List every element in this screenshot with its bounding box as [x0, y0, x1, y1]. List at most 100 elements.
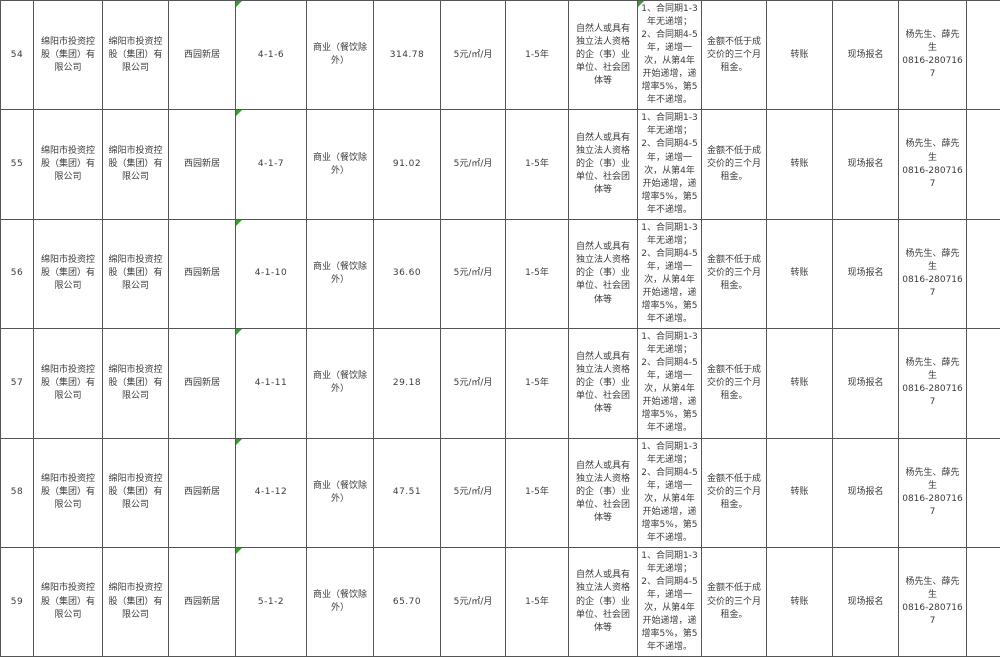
cell-rent-price[interactable]: 5元/㎡/月	[441, 329, 506, 438]
cell-operator-company[interactable]: 绵阳市投资控股（集团）有限公司	[103, 547, 169, 656]
cell-deposit[interactable]: 金额不低于成交价的三个月租金。	[702, 110, 767, 219]
cell-note[interactable]	[967, 1, 1000, 110]
cell-room-number[interactable]: 4-1-7	[236, 110, 307, 219]
cell-room-number[interactable]: 4-1-11	[236, 329, 307, 438]
cell-operator-company[interactable]: 绵阳市投资控股（集团）有限公司	[103, 110, 169, 219]
cell-signup-method[interactable]: 现场报名	[833, 438, 899, 547]
cell-area[interactable]: 47.51	[374, 438, 441, 547]
cell-usage[interactable]: 商业（餐饮除外）	[307, 219, 374, 328]
cell-lease-term[interactable]: 1-5年	[506, 1, 569, 110]
cell-owner-company[interactable]: 绵阳市投资控股（集团）有限公司	[34, 110, 103, 219]
cell-rent-price[interactable]: 5元/㎡/月	[441, 438, 506, 547]
cell-deposit[interactable]: 金额不低于成交价的三个月租金。	[702, 547, 767, 656]
cell-bidder-qualification[interactable]: 自然人或具有独立法人资格的企（事）业单位、社会团体等	[569, 1, 638, 110]
cell-rent-price[interactable]: 5元/㎡/月	[441, 547, 506, 656]
cell-area[interactable]: 29.18	[374, 329, 441, 438]
cell-community[interactable]: 西园新居	[169, 329, 236, 438]
cell-area[interactable]: 314.78	[374, 1, 441, 110]
cell-note[interactable]	[967, 438, 1000, 547]
cell-payment-method[interactable]: 转账	[767, 1, 833, 110]
cell-community[interactable]: 西园新居	[169, 1, 236, 110]
cell-owner-company[interactable]: 绵阳市投资控股（集团）有限公司	[34, 1, 103, 110]
cell-payment-method[interactable]: 转账	[767, 438, 833, 547]
cell-bidder-qualification[interactable]: 自然人或具有独立法人资格的企（事）业单位、社会团体等	[569, 438, 638, 547]
cell-rent-increment[interactable]: 1、合同期1-3年无递增；2、合同期4-5年，递增一次，从第4年开始递增，递增率…	[638, 547, 702, 656]
cell-rent-increment[interactable]: 1、合同期1-3年无递增；2、合同期4-5年，递增一次，从第4年开始递增，递增率…	[638, 1, 702, 110]
room-number-text: 4-1-7	[258, 159, 284, 169]
cell-community[interactable]: 西园新居	[169, 438, 236, 547]
cell-rent-price[interactable]: 5元/㎡/月	[441, 1, 506, 110]
cell-area[interactable]: 65.70	[374, 547, 441, 656]
cell-bidder-qualification[interactable]: 自然人或具有独立法人资格的企（事）业单位、社会团体等	[569, 547, 638, 656]
cell-rent-increment[interactable]: 1、合同期1-3年无递增；2、合同期4-5年，递增一次，从第4年开始递增，递增率…	[638, 438, 702, 547]
cell-deposit[interactable]: 金额不低于成交价的三个月租金。	[702, 438, 767, 547]
cell-seq[interactable]: 56	[1, 219, 34, 328]
cell-signup-method[interactable]: 现场报名	[833, 547, 899, 656]
cell-room-number[interactable]: 4-1-6	[236, 1, 307, 110]
cell-payment-method[interactable]: 转账	[767, 329, 833, 438]
cell-note[interactable]	[967, 547, 1000, 656]
contact-phone: 0816-2807167	[902, 55, 963, 81]
cell-community[interactable]: 西园新居	[169, 110, 236, 219]
cell-usage[interactable]: 商业（餐饮除外）	[307, 438, 374, 547]
cell-bidder-qualification[interactable]: 自然人或具有独立法人资格的企（事）业单位、社会团体等	[569, 110, 638, 219]
cell-payment-method[interactable]: 转账	[767, 110, 833, 219]
cell-room-number[interactable]: 4-1-10	[236, 219, 307, 328]
cell-seq[interactable]: 54	[1, 1, 34, 110]
cell-area[interactable]: 36.60	[374, 219, 441, 328]
contact-names: 杨先生、薛先生	[902, 248, 963, 274]
cell-lease-term[interactable]: 1-5年	[506, 547, 569, 656]
cell-usage[interactable]: 商业（餐饮除外）	[307, 1, 374, 110]
cell-lease-term[interactable]: 1-5年	[506, 110, 569, 219]
cell-operator-company[interactable]: 绵阳市投资控股（集团）有限公司	[103, 329, 169, 438]
cell-seq[interactable]: 58	[1, 438, 34, 547]
cell-bidder-qualification[interactable]: 自然人或具有独立法人资格的企（事）业单位、社会团体等	[569, 329, 638, 438]
cell-seq[interactable]: 59	[1, 547, 34, 656]
cell-signup-method[interactable]: 现场报名	[833, 219, 899, 328]
cell-usage[interactable]: 商业（餐饮除外）	[307, 110, 374, 219]
cell-signup-method[interactable]: 现场报名	[833, 110, 899, 219]
cell-payment-method[interactable]: 转账	[767, 219, 833, 328]
cell-deposit[interactable]: 金额不低于成交价的三个月租金。	[702, 1, 767, 110]
cell-operator-company[interactable]: 绵阳市投资控股（集团）有限公司	[103, 219, 169, 328]
cell-payment-method[interactable]: 转账	[767, 547, 833, 656]
cell-rent-increment[interactable]: 1、合同期1-3年无递增；2、合同期4-5年，递增一次，从第4年开始递增，递增率…	[638, 110, 702, 219]
cell-deposit[interactable]: 金额不低于成交价的三个月租金。	[702, 219, 767, 328]
cell-rent-price[interactable]: 5元/㎡/月	[441, 219, 506, 328]
cell-signup-method[interactable]: 现场报名	[833, 1, 899, 110]
cell-deposit[interactable]: 金额不低于成交价的三个月租金。	[702, 329, 767, 438]
cell-note[interactable]	[967, 219, 1000, 328]
cell-community[interactable]: 西园新居	[169, 547, 236, 656]
cell-operator-company[interactable]: 绵阳市投资控股（集团）有限公司	[103, 1, 169, 110]
cell-note[interactable]	[967, 110, 1000, 219]
cell-rent-price[interactable]: 5元/㎡/月	[441, 110, 506, 219]
cell-signup-method[interactable]: 现场报名	[833, 329, 899, 438]
cell-lease-term[interactable]: 1-5年	[506, 438, 569, 547]
cell-room-number[interactable]: 5-1-2	[236, 547, 307, 656]
cell-owner-company[interactable]: 绵阳市投资控股（集团）有限公司	[34, 438, 103, 547]
cell-room-number[interactable]: 4-1-12	[236, 438, 307, 547]
cell-lease-term[interactable]: 1-5年	[506, 219, 569, 328]
cell-rent-increment[interactable]: 1、合同期1-3年无递增；2、合同期4-5年，递增一次，从第4年开始递增，递增率…	[638, 219, 702, 328]
cell-error-indicator-icon	[236, 110, 242, 116]
cell-seq[interactable]: 57	[1, 329, 34, 438]
cell-owner-company[interactable]: 绵阳市投资控股（集团）有限公司	[34, 547, 103, 656]
cell-bidder-qualification[interactable]: 自然人或具有独立法人资格的企（事）业单位、社会团体等	[569, 219, 638, 328]
cell-rent-increment[interactable]: 1、合同期1-3年无递增；2、合同期4-5年，递增一次，从第4年开始递增，递增率…	[638, 329, 702, 438]
cell-note[interactable]	[967, 329, 1000, 438]
cell-area[interactable]: 91.02	[374, 110, 441, 219]
cell-operator-company[interactable]: 绵阳市投资控股（集团）有限公司	[103, 438, 169, 547]
cell-usage[interactable]: 商业（餐饮除外）	[307, 547, 374, 656]
cell-seq[interactable]: 55	[1, 110, 34, 219]
cell-usage[interactable]: 商业（餐饮除外）	[307, 329, 374, 438]
cell-owner-company[interactable]: 绵阳市投资控股（集团）有限公司	[34, 329, 103, 438]
cell-lease-term[interactable]: 1-5年	[506, 329, 569, 438]
cell-owner-company[interactable]: 绵阳市投资控股（集团）有限公司	[34, 219, 103, 328]
cell-community[interactable]: 西园新居	[169, 219, 236, 328]
